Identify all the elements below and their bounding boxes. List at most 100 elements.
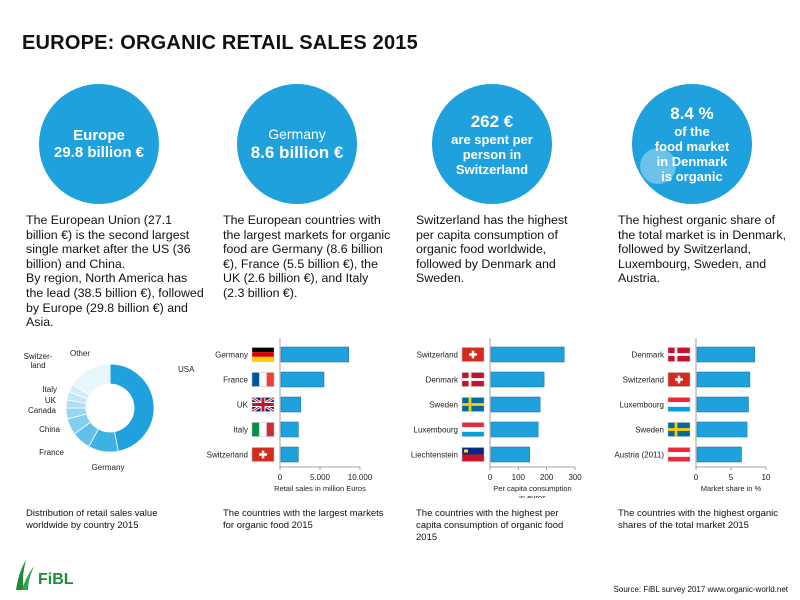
category-label: Switzerland bbox=[417, 351, 458, 360]
bar-switzerland bbox=[490, 346, 565, 363]
chart-caption: The countries with the largest markets f… bbox=[223, 508, 384, 531]
chart-caption: The countries with the highest per capit… bbox=[416, 508, 564, 543]
x-tick-label: 200 bbox=[540, 473, 554, 482]
category-label: Sweden bbox=[429, 401, 458, 410]
bar-austria bbox=[696, 446, 742, 463]
x-tick-label: 5.000 bbox=[310, 473, 331, 482]
x-tick-label: 100 bbox=[512, 473, 526, 482]
chart-caption: The countries with the highest organic s… bbox=[618, 508, 779, 531]
luxembourg-flag bbox=[461, 422, 485, 437]
pie-label: Italy bbox=[42, 385, 57, 394]
switzerland-circle: 262 € are spent per person in Switzerlan… bbox=[432, 84, 552, 204]
x-tick-label: 0 bbox=[694, 473, 699, 482]
liechtenstein-flag bbox=[461, 447, 485, 462]
category-label: France bbox=[223, 376, 248, 385]
pie-label: USA bbox=[178, 365, 195, 374]
bar-liechtenstein bbox=[490, 446, 530, 463]
circle-line: Switzerland bbox=[455, 161, 529, 177]
category-label: Luxembourg bbox=[414, 426, 458, 435]
germany-description: The European countries with the largest … bbox=[223, 213, 391, 300]
bar-luxembourg bbox=[490, 421, 539, 438]
circle-line: are spent per bbox=[451, 131, 533, 147]
circle-line: of the bbox=[674, 124, 710, 139]
bar-italy bbox=[280, 421, 299, 438]
bar-denmark bbox=[490, 371, 545, 388]
category-label: Liechtenstein bbox=[411, 451, 458, 460]
france-flag bbox=[251, 372, 275, 387]
market-share-chart: Denmark Switzerland Luxembourg Sweden Austri… bbox=[614, 338, 771, 493]
bar-germany bbox=[280, 346, 350, 363]
x-tick-label: 0 bbox=[488, 473, 493, 482]
pie-label: Canada bbox=[28, 406, 57, 415]
category-label: Denmark bbox=[632, 351, 665, 360]
category-label: Switzerland bbox=[623, 376, 664, 385]
x-axis-label: Market share in % bbox=[701, 484, 762, 493]
pie-label: Other bbox=[70, 349, 90, 358]
x-tick-label: 0 bbox=[278, 473, 283, 482]
market-size-chart: Germany France UK Italy Switzerland 0 5.000 10.… bbox=[207, 338, 373, 493]
luxembourg-flag bbox=[667, 397, 691, 412]
uk-flag bbox=[251, 396, 275, 413]
category-label: Austria (2011) bbox=[614, 451, 664, 460]
pie-slice-usa bbox=[109, 363, 155, 452]
pie-label: UK bbox=[45, 396, 57, 405]
x-tick-label: 300 bbox=[568, 473, 582, 482]
x-tick-label: 10 bbox=[762, 473, 771, 482]
x-axis-label: Retail sales in million Euros bbox=[274, 484, 366, 493]
switzerland-flag bbox=[251, 447, 275, 462]
bar-uk bbox=[280, 396, 302, 413]
circle-line: 8.4 % bbox=[670, 104, 714, 123]
circle-line: Germany bbox=[268, 125, 326, 142]
europe-circle: Europe 29.8 billion € bbox=[39, 84, 159, 204]
switzerland-flag bbox=[667, 372, 691, 387]
page-title: EUROPE: ORGANIC RETAIL SALES 2015 bbox=[22, 32, 418, 54]
x-tick-label: 5 bbox=[729, 473, 734, 482]
germany-flag bbox=[251, 347, 275, 362]
category-label: Italy bbox=[233, 426, 248, 435]
denmark-flag bbox=[667, 347, 691, 362]
pie-label: Germany bbox=[92, 463, 125, 472]
bar-france bbox=[280, 371, 325, 388]
circle-line: person in bbox=[462, 146, 522, 162]
denmark-flag bbox=[461, 372, 485, 387]
austria-flag bbox=[667, 447, 691, 462]
switzerland-flag bbox=[461, 347, 485, 362]
category-label: Luxembourg bbox=[620, 401, 664, 410]
source-footer: Source: FiBL survey 2017 www.organic-wor… bbox=[613, 585, 788, 594]
fibl-logo: FiBL bbox=[16, 560, 74, 590]
sweden-flag bbox=[667, 422, 691, 437]
circle-line: 29.8 billion € bbox=[53, 144, 145, 161]
category-label: UK bbox=[237, 401, 249, 410]
category-label: Sweden bbox=[635, 426, 664, 435]
germany-circle: Germany 8.6 billion € bbox=[237, 84, 357, 204]
sweden-flag bbox=[461, 397, 485, 412]
logo-text: FiBL bbox=[38, 571, 74, 588]
pie-label: Switzer-land bbox=[24, 352, 53, 370]
bar-switzerland bbox=[696, 371, 751, 388]
bar-denmark bbox=[696, 346, 756, 363]
europe-description: The European Union (27.1 billion €) is t… bbox=[26, 213, 204, 330]
switzerland-description: Switzerland has the highest per capita c… bbox=[416, 213, 568, 286]
bar-luxembourg bbox=[696, 396, 749, 413]
pie-label: China bbox=[39, 425, 60, 434]
decorative-bubble bbox=[640, 148, 676, 184]
pie-label: France bbox=[39, 448, 64, 457]
x-tick-label: 10.000 bbox=[348, 473, 373, 482]
x-axis-label: Per capita consumption in euros bbox=[493, 484, 571, 498]
chart-caption: Distribution of retail sales value world… bbox=[26, 508, 158, 531]
circle-line: is organic bbox=[661, 169, 723, 184]
bar-sweden bbox=[696, 421, 748, 438]
circle-line: food market bbox=[654, 139, 730, 154]
circle-line: Europe bbox=[73, 127, 125, 144]
category-label: Denmark bbox=[426, 376, 459, 385]
category-label: Germany bbox=[215, 351, 248, 360]
circle-line: in Denmark bbox=[656, 154, 728, 169]
bar-switzerland bbox=[280, 446, 299, 463]
pie-slice-other bbox=[72, 363, 111, 396]
category-label: Switzerland bbox=[207, 451, 248, 460]
per-capita-chart: Switzerland Denmark Sweden Luxembourg Liecht… bbox=[411, 338, 582, 498]
denmark-description: The highest organic share of the total m… bbox=[618, 213, 787, 286]
denmark-circle: 8.4 % of the food market in Denmark is o… bbox=[632, 84, 752, 204]
circle-line: 262 € bbox=[470, 111, 514, 131]
